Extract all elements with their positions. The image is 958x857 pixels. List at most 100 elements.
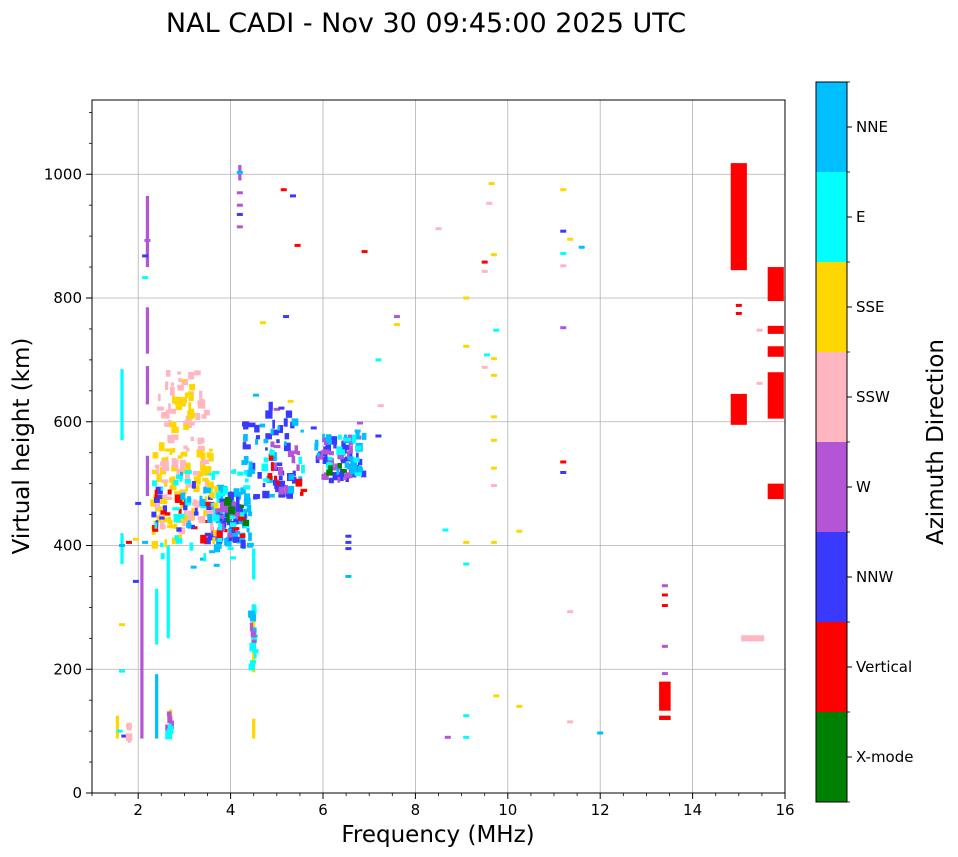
echo-point	[251, 627, 257, 634]
echo-point	[156, 406, 164, 411]
echo-point	[263, 478, 270, 482]
echo-point	[188, 372, 195, 380]
echo-point	[167, 435, 174, 442]
echo-point	[294, 243, 301, 247]
echo-point	[280, 188, 287, 192]
echo-point	[336, 467, 340, 476]
echo-point	[207, 514, 213, 524]
echo-point	[269, 450, 275, 456]
echo-point	[265, 433, 272, 440]
echo-point	[190, 436, 194, 442]
echo-point	[291, 456, 296, 464]
echo-point	[171, 537, 177, 545]
echo-point	[274, 482, 282, 489]
echo-point	[356, 421, 363, 425]
y-tick-label: 200	[53, 660, 82, 678]
echo-point	[217, 537, 223, 543]
echo-point	[173, 523, 178, 529]
echo-point	[268, 401, 273, 411]
y-tick-label: 400	[53, 537, 82, 555]
echo-point	[330, 466, 338, 471]
echo-point	[344, 462, 350, 469]
echo-point	[661, 584, 668, 588]
echo-point	[270, 428, 274, 435]
echo-point	[175, 405, 182, 411]
echo-point	[177, 371, 182, 375]
echo-segment	[120, 369, 124, 441]
echo-point	[284, 433, 290, 440]
echo-point	[203, 501, 211, 507]
echo-point	[355, 445, 362, 451]
echo-point	[223, 498, 232, 506]
echo-point	[270, 462, 278, 470]
echo-point	[316, 454, 324, 460]
echo-point	[241, 508, 247, 514]
echo-point	[159, 521, 165, 529]
echo-point	[163, 480, 168, 487]
x-tick-label: 4	[226, 801, 236, 819]
echo-point	[442, 528, 449, 532]
x-tick-label: 16	[775, 801, 794, 819]
echo-point	[481, 260, 488, 264]
echo-point	[154, 496, 160, 503]
echo-point	[204, 481, 208, 488]
echo-point	[236, 191, 243, 195]
grid-lines	[92, 100, 786, 794]
echo-point	[224, 528, 228, 533]
echo-point	[155, 494, 163, 500]
echo-point	[162, 513, 166, 517]
echo-point	[190, 565, 197, 569]
echo-point	[356, 452, 359, 458]
echo-point	[142, 540, 149, 544]
data-marks	[115, 163, 784, 743]
echo-point	[278, 486, 285, 495]
echo-point	[344, 434, 347, 438]
echo-point	[119, 669, 126, 673]
echo-point	[218, 523, 223, 533]
echo-point	[135, 501, 142, 505]
echo-point	[560, 460, 567, 464]
echo-point	[216, 497, 220, 503]
echo-point	[560, 264, 567, 268]
echo-point	[224, 509, 229, 518]
echo-point	[174, 494, 183, 503]
echo-point	[239, 533, 246, 538]
echo-point	[183, 504, 188, 511]
echo-point	[178, 527, 186, 535]
echo-point	[171, 426, 179, 434]
echo-point	[493, 328, 500, 332]
echo-point	[246, 542, 254, 548]
echo-segment	[730, 163, 747, 271]
echo-point	[188, 393, 194, 402]
echo-point	[214, 486, 219, 493]
echo-point	[199, 390, 203, 399]
echo-point	[169, 408, 177, 414]
echo-segment	[145, 307, 150, 354]
echo-point	[463, 344, 470, 348]
echo-point	[350, 462, 358, 470]
echo-point	[296, 450, 300, 456]
echo-point	[339, 468, 345, 478]
echo-segment	[145, 366, 150, 405]
echo-segment	[120, 533, 124, 565]
echo-point	[295, 478, 303, 487]
echo-point	[248, 610, 256, 618]
echo-point	[253, 495, 258, 500]
x-tick-label: 10	[498, 801, 517, 819]
echo-point	[235, 519, 239, 525]
echo-point	[250, 614, 256, 622]
echo-point	[199, 557, 206, 561]
echo-point	[236, 203, 243, 207]
echo-point	[159, 473, 162, 483]
echo-point	[331, 436, 338, 445]
echo-point	[171, 382, 175, 387]
echo-point	[218, 492, 226, 497]
echo-point	[217, 508, 224, 512]
echo-point	[204, 487, 211, 494]
echo-point	[165, 512, 171, 516]
echo-point	[252, 649, 259, 654]
echo-point	[259, 423, 266, 428]
echo-point	[249, 622, 254, 632]
echo-point	[284, 441, 287, 446]
